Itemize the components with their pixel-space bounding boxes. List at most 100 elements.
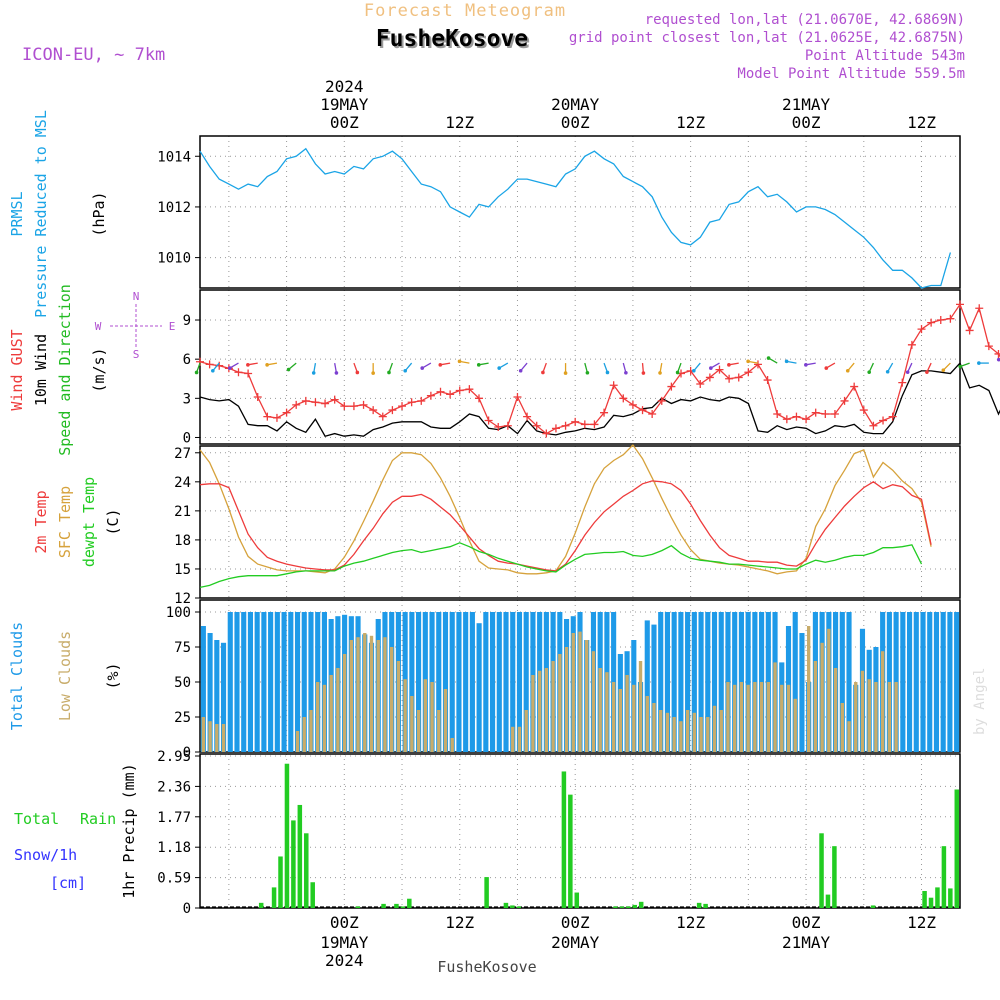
total-cloud-bar bbox=[698, 612, 704, 752]
low-cloud-bar bbox=[773, 662, 777, 752]
y-tick-label: 15 bbox=[174, 562, 191, 578]
low-cloud-bar bbox=[329, 675, 333, 752]
rain-bar bbox=[304, 833, 309, 908]
total-cloud-bar bbox=[900, 612, 906, 752]
bottom-date-label: 21MAY bbox=[782, 933, 831, 952]
y-tick-label: 0 bbox=[183, 430, 191, 446]
low-cloud-bar bbox=[443, 689, 448, 752]
total-cloud-bar bbox=[846, 612, 852, 752]
temperature-panel: 12 15 18 21 24 27 bbox=[174, 443, 961, 607]
gust-marker bbox=[561, 421, 570, 430]
gust-marker bbox=[551, 424, 560, 433]
gust-marker bbox=[388, 406, 397, 415]
low-cloud-bar bbox=[692, 712, 697, 752]
gust-marker bbox=[244, 369, 253, 378]
low-cloud-bar bbox=[867, 679, 871, 752]
total-cloud-bar bbox=[483, 612, 489, 752]
low-cloud-bar bbox=[887, 682, 892, 752]
gust-marker bbox=[907, 340, 916, 349]
gust-marker bbox=[609, 381, 618, 390]
top-time-label: 12Z bbox=[676, 113, 705, 132]
wind-direction-arrowhead bbox=[996, 357, 1000, 362]
rain-bar bbox=[632, 904, 637, 908]
top-date-label: 21MAY bbox=[782, 95, 831, 114]
gust-marker bbox=[869, 421, 878, 430]
low-cloud-bar bbox=[383, 637, 387, 752]
bottom-time-label: 00Z bbox=[561, 913, 590, 932]
precip-panel: 0 0.59 1.18 1.77 2.36 2.95 bbox=[157, 749, 961, 917]
temp-2m-label: 2m Temp bbox=[32, 490, 50, 553]
panel-frame bbox=[199, 135, 961, 289]
low-cloud-bar bbox=[847, 721, 851, 752]
rain-bar bbox=[355, 906, 361, 908]
rain-bar bbox=[561, 771, 567, 908]
rain-bar bbox=[928, 897, 934, 908]
total-cloud-bar bbox=[920, 612, 926, 752]
y-tick-label: 3 bbox=[183, 391, 191, 407]
rain-bar bbox=[696, 902, 702, 908]
compass-west: W bbox=[95, 320, 102, 333]
gust-marker bbox=[956, 300, 964, 309]
low-cloud-bar bbox=[363, 633, 367, 752]
low-cloud-bar bbox=[591, 651, 596, 752]
low-cloud-bar bbox=[625, 675, 629, 752]
low-cloud-bar bbox=[558, 654, 562, 752]
wind-unit: (m/s) bbox=[90, 347, 108, 392]
wind-direction-arrowhead bbox=[824, 366, 829, 370]
total-cloud-bar bbox=[308, 612, 314, 752]
wind-direction-arrowhead bbox=[211, 368, 215, 373]
low-cloud-bar bbox=[753, 682, 757, 752]
total-cloud-bar bbox=[301, 612, 307, 752]
gust-marker bbox=[744, 368, 753, 377]
low-cloud-bar bbox=[679, 721, 683, 752]
clouds-panel: 0 25 50 75 100 bbox=[166, 599, 961, 761]
gust-marker bbox=[715, 365, 724, 374]
total-cloud-bar bbox=[913, 612, 919, 752]
gust-marker bbox=[426, 391, 435, 400]
y-tick-label: 2.36 bbox=[157, 779, 191, 795]
gust-marker bbox=[417, 396, 426, 405]
total-cloud-bar bbox=[516, 612, 523, 752]
total-cloud-bar bbox=[644, 620, 650, 752]
y-tick-label: 0 bbox=[183, 745, 191, 761]
gust-marker bbox=[571, 417, 580, 426]
rain-bar bbox=[381, 903, 386, 908]
y-tick-label: 1.18 bbox=[157, 840, 191, 856]
sfc-temp-label: SFC Temp bbox=[56, 486, 74, 558]
gust-marker bbox=[272, 413, 281, 422]
total-cloud-bar bbox=[691, 612, 697, 752]
temp-2m-line bbox=[199, 480, 932, 572]
precip-cm-label: [cm] bbox=[50, 874, 86, 892]
low-cloud-bar bbox=[860, 670, 865, 752]
total-cloud-bar bbox=[207, 633, 213, 752]
wind-direction-arrowhead bbox=[228, 366, 232, 370]
sfc-temp-line bbox=[199, 443, 932, 575]
total-cloud-bar bbox=[288, 612, 294, 752]
bottom-year-label: 2024 bbox=[325, 951, 364, 970]
low-cloud-bar bbox=[585, 640, 589, 752]
top-time-label: 12Z bbox=[907, 113, 936, 132]
low-cloud-bar bbox=[396, 661, 401, 752]
y-tick-label: 1012 bbox=[157, 200, 191, 216]
rain-bar bbox=[271, 887, 277, 908]
rain-bar bbox=[568, 794, 573, 908]
wind-direction-arrowhead bbox=[804, 363, 808, 367]
rain-bar bbox=[626, 906, 631, 908]
gust-marker bbox=[436, 387, 445, 396]
gust-marker bbox=[369, 406, 378, 415]
total-cloud-bar bbox=[745, 612, 751, 752]
low-cloud-bar bbox=[551, 661, 555, 752]
bottom-time-label: 12Z bbox=[907, 913, 936, 932]
wind-direction-arrowhead bbox=[403, 368, 408, 373]
rain-bar bbox=[703, 903, 708, 908]
y-tick-label: 9 bbox=[183, 313, 191, 329]
total-cloud-bar bbox=[933, 612, 940, 752]
pressure-label-2: Pressure Reduced to MSL bbox=[32, 110, 50, 318]
footer-location: FusheKosove bbox=[437, 958, 536, 976]
total-cloud-bar bbox=[436, 612, 442, 752]
gust-marker bbox=[975, 304, 984, 313]
rain-bar bbox=[619, 906, 625, 908]
